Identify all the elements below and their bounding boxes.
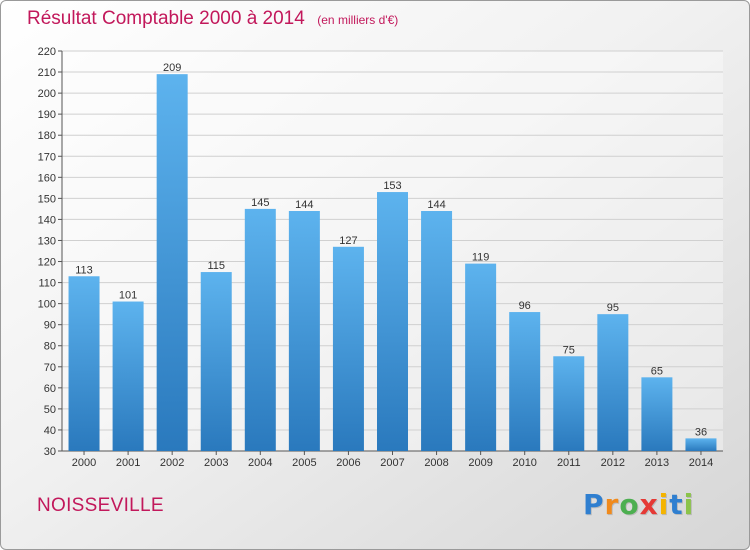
x-tick-label: 2001 (116, 457, 140, 469)
value-label: 75 (563, 344, 575, 356)
y-tick-label: 80 (44, 341, 56, 353)
bar-2006 (332, 246, 364, 451)
x-tick-label: 2002 (160, 457, 184, 469)
x-tick-label: 2008 (424, 457, 448, 469)
value-label: 209 (163, 62, 181, 74)
y-tick-label: 170 (38, 151, 56, 163)
logo-letter: P (583, 488, 605, 521)
y-tick-label: 100 (38, 299, 56, 311)
bar-2014 (685, 438, 717, 451)
y-tick-label: 40 (44, 425, 56, 437)
y-tick-label: 70 (44, 362, 56, 374)
y-tick-label: 120 (38, 257, 56, 269)
y-tick-label: 30 (44, 446, 56, 458)
bar-2013 (641, 377, 673, 451)
value-label: 144 (295, 199, 313, 211)
bar-2012 (597, 314, 629, 451)
y-tick-label: 190 (38, 109, 56, 121)
y-tick-label: 200 (38, 88, 56, 100)
y-tick-label: 90 (44, 320, 56, 332)
value-label: 101 (119, 290, 137, 302)
chart-title: Résultat Comptable 2000 à 2014 (27, 8, 305, 29)
x-tick-label: 2003 (204, 457, 228, 469)
logo-letter: o (619, 488, 640, 521)
bar-2011 (553, 356, 585, 451)
x-tick-label: 2000 (72, 457, 96, 469)
x-tick-label: 2014 (689, 457, 713, 469)
y-tick-label: 220 (38, 46, 56, 58)
y-tick-label: 60 (44, 383, 56, 395)
value-label: 113 (75, 264, 93, 276)
value-label: 115 (207, 260, 225, 272)
value-label: 144 (427, 199, 445, 211)
logo-letter: r (604, 488, 620, 521)
bar-2010 (509, 312, 541, 451)
title-row: Résultat Comptable 2000 à 2014 (en milli… (27, 8, 398, 30)
x-tick-label: 2004 (248, 457, 272, 469)
x-tick-label: 2007 (380, 457, 404, 469)
x-tick-label: 2012 (601, 457, 625, 469)
value-label: 95 (607, 302, 619, 314)
bar-2001 (112, 301, 144, 451)
value-label: 153 (383, 180, 401, 192)
x-tick-label: 2013 (645, 457, 669, 469)
logo-letter: i (658, 488, 670, 521)
proxiti-logo: Proxiti (583, 488, 694, 521)
y-tick-label: 150 (38, 193, 56, 205)
y-tick-label: 210 (38, 67, 56, 79)
y-tick-label: 140 (38, 214, 56, 226)
y-tick-label: 160 (38, 172, 56, 184)
bar-2000 (68, 276, 100, 451)
y-tick-label: 180 (38, 130, 56, 142)
value-label: 127 (339, 235, 357, 247)
bar-2008 (421, 211, 453, 451)
x-tick-label: 2009 (468, 457, 492, 469)
x-tick-label: 2010 (512, 457, 536, 469)
x-tick-label: 2005 (292, 457, 316, 469)
chart-subtitle: (en milliers d'€) (317, 13, 399, 27)
bar-2007 (377, 192, 408, 452)
value-label: 65 (651, 365, 663, 377)
value-label: 119 (472, 252, 490, 264)
y-tick-label: 110 (38, 278, 56, 290)
y-tick-label: 50 (44, 404, 56, 416)
x-tick-label: 2006 (336, 457, 360, 469)
bar-2004 (244, 208, 276, 451)
value-label: 145 (251, 197, 269, 209)
value-label: 96 (519, 300, 531, 312)
logo-letter: i (683, 488, 695, 521)
bar-2009 (465, 263, 497, 451)
location-name: NOISSEVILLE (37, 495, 164, 516)
x-tick-label: 2011 (557, 457, 581, 469)
bar-2002 (156, 74, 188, 451)
bar-2003 (200, 272, 232, 451)
y-tick-label: 130 (38, 235, 56, 247)
value-label: 36 (695, 426, 707, 438)
logo-letter: t (669, 488, 684, 521)
bar-2005 (288, 211, 320, 451)
logo-letter: x (639, 488, 659, 521)
